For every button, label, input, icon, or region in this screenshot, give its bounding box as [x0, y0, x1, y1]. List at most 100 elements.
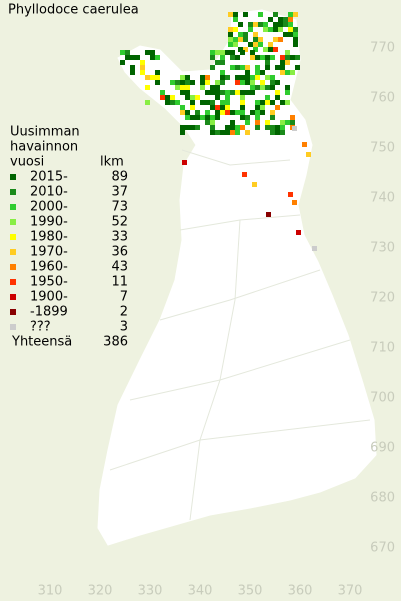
legend-label: 1900-: [30, 290, 68, 305]
grid-square: [260, 55, 265, 60]
grid-square: [190, 100, 195, 105]
grid-square: [215, 95, 220, 100]
grid-square: [255, 105, 260, 110]
grid-square: [160, 95, 165, 100]
grid-square: [228, 37, 233, 42]
y-tick-label: 740: [370, 191, 395, 206]
grid-square: [235, 55, 240, 60]
grid-square: [238, 37, 243, 42]
grid-square: [270, 115, 275, 120]
grid-square: [215, 85, 220, 90]
grid-square: [205, 100, 210, 105]
grid-square: [230, 55, 235, 60]
grid-square: [268, 42, 273, 47]
grid-square: [270, 80, 275, 85]
x-tick-label: 320: [88, 584, 113, 599]
legend-label: ???: [30, 320, 51, 335]
grid-square: [228, 27, 233, 32]
grid-square: [235, 65, 240, 70]
grid-square: [225, 105, 230, 110]
legend-count: 3: [120, 320, 128, 335]
grid-square: [302, 142, 307, 147]
grid-square: [180, 80, 185, 85]
grid-square: [240, 100, 245, 105]
grid-square: [243, 47, 248, 52]
grid-square: [185, 95, 190, 100]
grid-square: [268, 17, 273, 22]
grid-square: [233, 37, 238, 42]
grid-square: [306, 152, 311, 157]
grid-square: [170, 100, 175, 105]
grid-square: [270, 130, 275, 135]
grid-square: [292, 126, 297, 131]
grid-square: [245, 65, 250, 70]
grid-square: [255, 55, 260, 60]
grid-square: [270, 55, 275, 60]
grid-square: [220, 55, 225, 60]
grid-square: [182, 160, 187, 165]
grid-square: [240, 110, 245, 115]
grid-square: [220, 70, 225, 75]
legend-count: 33: [111, 230, 128, 245]
grid-square: [235, 80, 240, 85]
grid-square: [195, 125, 200, 130]
grid-square: [150, 50, 155, 55]
grid-square: [285, 60, 290, 65]
grid-square: [258, 12, 263, 17]
legend-swatch: [10, 279, 16, 285]
grid-square: [250, 50, 255, 55]
grid-square: [273, 27, 278, 32]
grid-square: [268, 47, 273, 52]
grid-square: [255, 120, 260, 125]
grid-square: [175, 85, 180, 90]
grid-square: [242, 172, 247, 177]
grid-square: [155, 70, 160, 75]
grid-square: [220, 60, 225, 65]
grid-square: [205, 110, 210, 115]
grid-square: [185, 110, 190, 115]
grid-square: [275, 105, 280, 110]
grid-square: [195, 110, 200, 115]
y-tick-label: 700: [370, 391, 395, 406]
grid-square: [250, 80, 255, 85]
legend-swatch: [10, 324, 16, 330]
grid-square: [210, 105, 215, 110]
grid-square: [195, 115, 200, 120]
grid-square: [228, 42, 233, 47]
grid-square: [253, 22, 258, 27]
legend-swatch: [10, 189, 16, 195]
grid-square: [245, 70, 250, 75]
grid-square: [190, 125, 195, 130]
grid-square: [140, 70, 145, 75]
grid-square: [245, 130, 250, 135]
grid-square: [120, 60, 125, 65]
grid-square: [283, 17, 288, 22]
grid-square: [210, 130, 215, 135]
grid-square: [230, 50, 235, 55]
y-tick-label: 720: [370, 291, 395, 306]
legend-count: 52: [111, 215, 128, 230]
grid-square: [268, 27, 273, 32]
grid-square: [275, 125, 280, 130]
grid-square: [285, 55, 290, 60]
grid-square: [170, 80, 175, 85]
grid-square: [220, 100, 225, 105]
grid-square: [248, 42, 253, 47]
grid-square: [275, 80, 280, 85]
grid-square: [180, 130, 185, 135]
grid-square: [240, 65, 245, 70]
grid-square: [255, 75, 260, 80]
x-tick-label: 310: [38, 584, 63, 599]
grid-square: [185, 90, 190, 95]
grid-square: [263, 22, 268, 27]
x-tick-label: 330: [138, 584, 163, 599]
grid-square: [240, 80, 245, 85]
grid-square: [265, 65, 270, 70]
grid-square: [215, 105, 220, 110]
legend-label: 1950-: [30, 275, 68, 290]
grid-square: [200, 115, 205, 120]
grid-square: [225, 95, 230, 100]
grid-square: [245, 90, 250, 95]
grid-square: [230, 130, 235, 135]
